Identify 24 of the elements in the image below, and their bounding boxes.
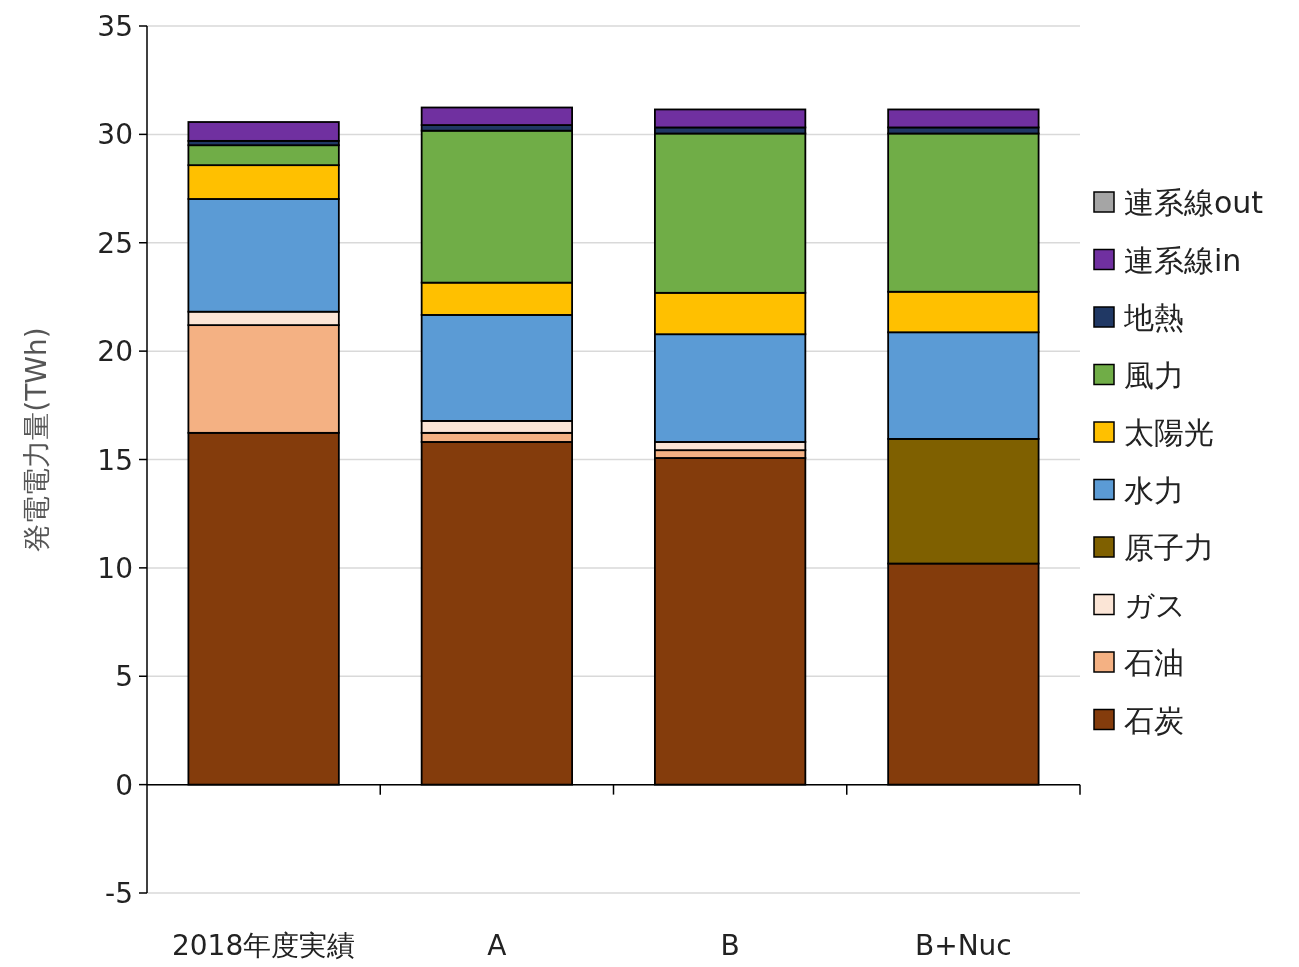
y-axis-title: 発電電力量(TWh) (20, 327, 53, 552)
y-tick-label: 20 (97, 335, 133, 369)
legend-label: 地熱 (1123, 300, 1184, 335)
legend-label: 水力 (1124, 472, 1184, 508)
y-tick-label: 10 (97, 551, 133, 585)
y-tick-label: 35 (97, 10, 133, 43)
y-tick-label: 0 (115, 768, 133, 802)
x-tick-label: B+Nuc (914, 929, 1012, 962)
x-tick-label: B (720, 929, 740, 962)
y-tick-label: 30 (97, 118, 133, 152)
x-tick-label: 2018年度実績 (171, 929, 356, 962)
legend-label: 太陽光 (1124, 415, 1214, 450)
y-tick-label: 5 (115, 660, 133, 694)
legend-label: ガス (1124, 587, 1186, 623)
y-tick-label: -5 (105, 877, 133, 910)
y-tick-label: 15 (97, 443, 133, 477)
legend-label: 連系線in (1124, 242, 1242, 278)
x-tick-label: A (487, 929, 507, 962)
legend-label: 原子力 (1124, 530, 1214, 565)
legend-label: 連系線out (1124, 185, 1264, 220)
legend-label: 石炭 (1124, 702, 1184, 738)
legend-label: 風力 (1124, 357, 1184, 393)
legend-label: 石油 (1124, 645, 1184, 680)
y-tick-label: 25 (97, 226, 133, 260)
